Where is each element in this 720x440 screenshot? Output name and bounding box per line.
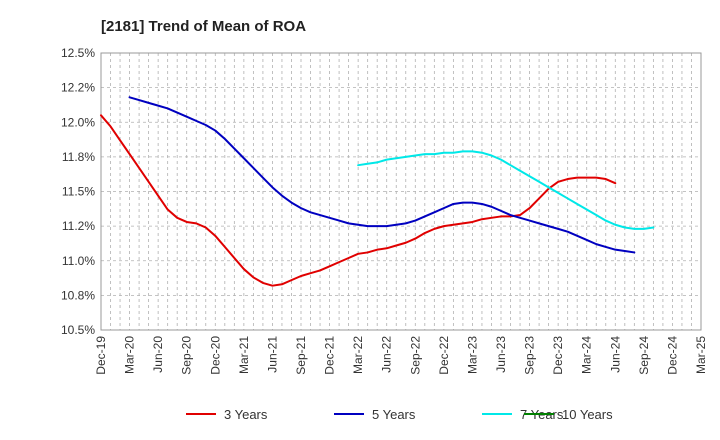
y-tick-label: 11.5%: [62, 185, 95, 199]
y-tick-label: 10.8%: [61, 288, 95, 302]
legend-label: 10 Years: [562, 407, 613, 422]
x-tick-label: Mar-20: [123, 336, 137, 374]
x-tick-label: Sep-24: [637, 336, 651, 375]
grid-lines: [101, 53, 701, 330]
legend-label: 5 Years: [372, 407, 416, 422]
x-tick-label: Mar-23: [465, 336, 479, 374]
y-tick-label: 11.2%: [62, 219, 95, 233]
x-axis-ticks: Dec-19 Mar-20 Jun-20 Sep-20 Dec-20 Mar-21 Jun-…: [94, 336, 708, 375]
x-tick-label: Dec-24: [665, 336, 679, 375]
y-tick-label: 12.5%: [61, 46, 95, 60]
series-line-3-years: [100, 114, 617, 287]
x-tick-label: Dec-23: [551, 336, 565, 375]
y-tick-label: 12.0%: [61, 115, 95, 129]
x-tick-label: Mar-22: [351, 336, 365, 374]
x-tick-label: Mar-21: [237, 336, 251, 374]
x-tick-label: Dec-20: [208, 336, 222, 375]
x-tick-label: Dec-21: [323, 336, 337, 375]
x-tick-label: Mar-24: [580, 336, 594, 374]
x-tick-label: Jun-23: [494, 336, 508, 373]
series-lines: [100, 96, 655, 287]
x-tick-label: Mar-25: [694, 336, 708, 374]
y-tick-label: 11.0%: [62, 254, 95, 268]
y-tick-label: 10.5%: [61, 323, 95, 337]
y-tick-label: 12.2%: [61, 81, 95, 95]
chart-title: [2181] Trend of Mean of ROA: [101, 18, 306, 35]
x-tick-label: Jun-22: [380, 336, 394, 373]
x-tick-label: Jun-24: [608, 336, 622, 373]
x-tick-label: Sep-20: [180, 336, 194, 375]
x-tick-label: Jun-20: [151, 336, 165, 373]
legend-label: 3 Years: [224, 407, 268, 422]
x-tick-label: Sep-22: [408, 336, 422, 375]
x-tick-label: Dec-19: [94, 336, 108, 375]
y-tick-label: 11.8%: [62, 150, 95, 164]
series-line-5-years: [128, 96, 636, 254]
x-tick-label: Jun-21: [265, 336, 279, 373]
plot-frame: [100, 52, 702, 331]
y-axis-ticks: 12.5% 12.2% 12.0% 11.8% 11.5% 11.2% 11.0% 10.8%…: [61, 46, 95, 337]
x-tick-label: Dec-22: [437, 336, 451, 375]
series-line-7-years: [357, 150, 655, 230]
x-tick-label: Sep-23: [523, 336, 537, 375]
x-tick-label: Sep-21: [294, 336, 308, 375]
